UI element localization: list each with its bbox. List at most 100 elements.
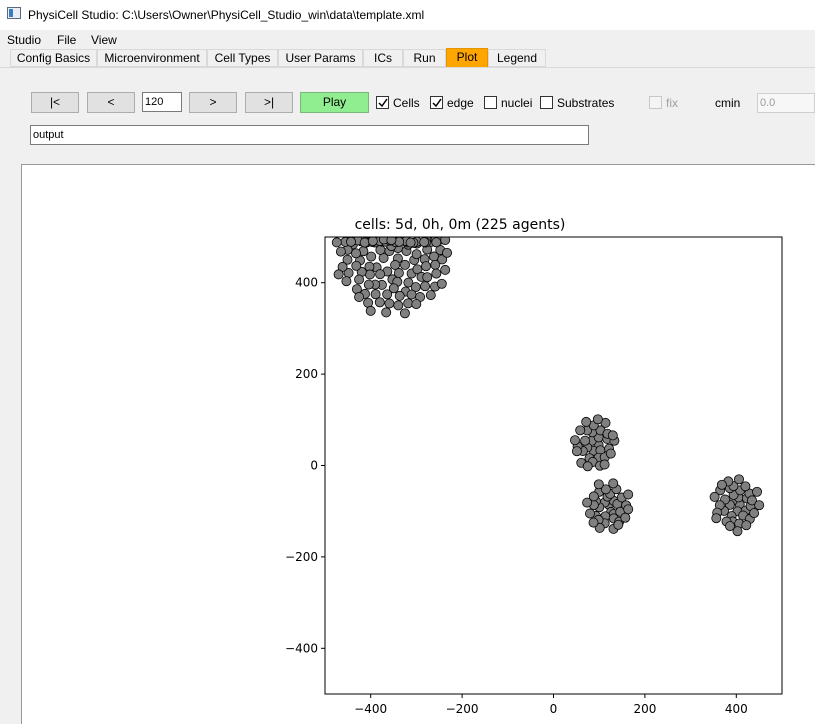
cell-agent bbox=[592, 414, 603, 425]
cell-agent bbox=[363, 279, 374, 290]
cell-agent bbox=[593, 479, 604, 490]
cmin-input[interactable]: 0.0 bbox=[757, 93, 815, 113]
tab-config-basics[interactable]: Config Basics bbox=[10, 49, 97, 67]
cell-agent bbox=[420, 281, 431, 292]
cell-agent bbox=[405, 237, 416, 248]
menu-file[interactable]: File bbox=[57, 33, 77, 47]
cell-agent bbox=[399, 308, 410, 319]
cell-agent bbox=[342, 254, 353, 265]
cell-agent bbox=[431, 268, 442, 279]
cell-agent bbox=[411, 249, 422, 260]
last-frame-button[interactable]: >| bbox=[245, 92, 293, 113]
ticks-layer: −400 −200 0 200 400 −400 −200 0 200 400 bbox=[285, 276, 748, 716]
cell-agent bbox=[403, 277, 414, 288]
cell-agent bbox=[419, 237, 430, 248]
cell-agent bbox=[341, 276, 352, 287]
y-tick-label: 0 bbox=[310, 459, 318, 473]
x-tick-label: 0 bbox=[550, 702, 558, 716]
tab-plot[interactable]: Plot bbox=[446, 48, 488, 68]
cell-agent bbox=[335, 246, 346, 257]
prev-frame-button[interactable]: < bbox=[87, 92, 135, 113]
cell-agent bbox=[440, 264, 451, 275]
cell-agent bbox=[440, 237, 451, 245]
cell-agent bbox=[354, 292, 365, 302]
tab-run[interactable]: Run bbox=[403, 49, 446, 67]
cell-agent bbox=[351, 248, 361, 259]
cell-agent bbox=[747, 495, 757, 506]
plot-title: cells: 5d, 0h, 0m (225 agents) bbox=[355, 217, 566, 233]
cell-agent bbox=[333, 269, 344, 280]
cell-agent bbox=[613, 519, 624, 530]
cell-agent bbox=[359, 237, 370, 248]
cell-agent bbox=[365, 305, 376, 316]
tab-legend[interactable]: Legend bbox=[488, 49, 546, 67]
cell-agent bbox=[364, 269, 375, 280]
cell-agent bbox=[390, 260, 401, 270]
cell-agent bbox=[370, 289, 381, 300]
x-tick-label: 200 bbox=[633, 702, 656, 716]
frame-number-input[interactable]: 120 bbox=[142, 92, 182, 112]
cell-agent bbox=[600, 484, 611, 495]
cell-agent bbox=[351, 260, 362, 271]
cell-agent bbox=[740, 481, 751, 492]
play-button[interactable]: Play bbox=[300, 92, 369, 113]
tab-bar: Config Basics Microenvironment Cell Type… bbox=[0, 48, 815, 68]
cells-layer bbox=[331, 237, 765, 537]
tab-cell-types[interactable]: Cell Types bbox=[207, 49, 278, 67]
cell-agent bbox=[393, 300, 404, 311]
cell-agent bbox=[331, 237, 342, 248]
app-window-icon bbox=[7, 7, 21, 19]
tab-ics[interactable]: ICs bbox=[363, 49, 403, 67]
y-tick-label: −200 bbox=[285, 550, 318, 564]
y-tick-label: 200 bbox=[295, 367, 318, 381]
tab-user-params[interactable]: User Params bbox=[278, 49, 363, 67]
nuclei-label: nuclei bbox=[501, 96, 533, 110]
first-frame-button[interactable]: |< bbox=[31, 92, 79, 113]
plot-canvas[interactable]: cells: 5d, 0h, 0m (225 agents) −400 −200 0… bbox=[21, 164, 815, 724]
cell-agent bbox=[394, 290, 405, 301]
cell-agent bbox=[400, 259, 410, 270]
cell-agent bbox=[588, 491, 599, 502]
cell-agent bbox=[732, 526, 743, 537]
nuclei-checkbox[interactable] bbox=[484, 96, 497, 109]
output-dir-input[interactable]: output bbox=[30, 125, 589, 145]
cell-agent bbox=[421, 261, 431, 272]
y-tick-label: 400 bbox=[295, 276, 318, 290]
cell-agent bbox=[374, 297, 385, 308]
cell-agent bbox=[367, 237, 378, 247]
cells-checkbox[interactable] bbox=[376, 96, 389, 109]
y-tick-label: −400 bbox=[285, 641, 318, 655]
cells-plot: cells: 5d, 0h, 0m (225 agents) −400 −200 0… bbox=[285, 217, 783, 716]
tab-microenvironment[interactable]: Microenvironment bbox=[97, 49, 207, 67]
fix-checkbox[interactable] bbox=[649, 96, 662, 109]
menu-view[interactable]: View bbox=[91, 33, 117, 47]
menu-studio[interactable]: Studio bbox=[7, 33, 42, 47]
cell-agent bbox=[754, 500, 765, 511]
cell-agent bbox=[623, 504, 634, 515]
substrates-checkbox[interactable] bbox=[540, 96, 553, 109]
cell-agent bbox=[406, 289, 417, 300]
window-titlebar: PhysiCell Studio: C:\Users\Owner\PhysiCe… bbox=[0, 0, 815, 30]
cell-agent bbox=[381, 307, 392, 318]
x-tick-label: 400 bbox=[725, 702, 748, 716]
cell-agent bbox=[605, 448, 616, 459]
cell-agent bbox=[436, 278, 447, 289]
cmin-label: cmin bbox=[715, 96, 741, 110]
next-frame-button[interactable]: > bbox=[189, 92, 237, 113]
edge-checkbox[interactable] bbox=[430, 96, 443, 109]
cell-agent bbox=[375, 269, 386, 280]
cell-agent bbox=[382, 289, 393, 300]
cell-agent bbox=[570, 435, 580, 446]
cell-agent bbox=[422, 272, 433, 283]
cell-agent bbox=[425, 290, 436, 301]
x-tick-label: −400 bbox=[354, 702, 387, 716]
edge-label: edge bbox=[447, 96, 474, 110]
cell-agent bbox=[580, 435, 591, 446]
cell-agent bbox=[752, 486, 762, 497]
cell-agent bbox=[442, 247, 452, 258]
cell-agent bbox=[620, 512, 631, 523]
cell-agent bbox=[711, 513, 722, 524]
cell-agent bbox=[386, 237, 397, 246]
cell-agent bbox=[581, 416, 592, 427]
x-tick-label: −200 bbox=[446, 702, 479, 716]
